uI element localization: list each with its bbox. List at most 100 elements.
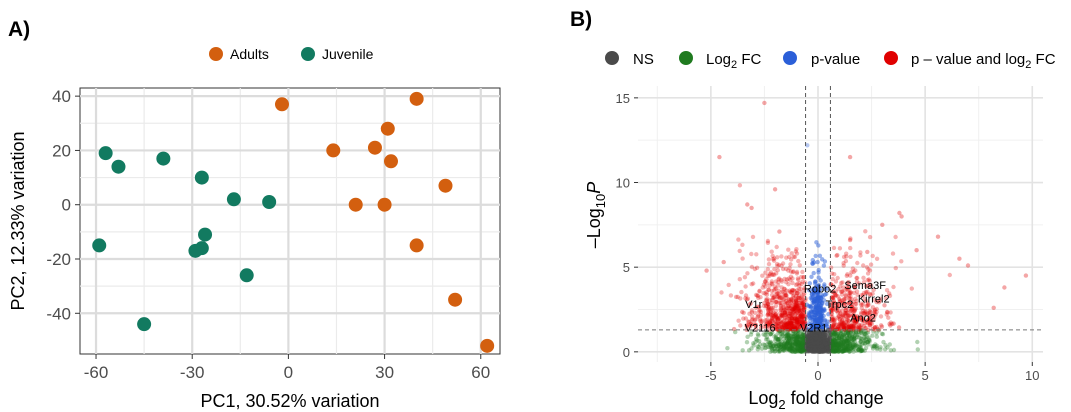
fc-point (800, 346, 805, 351)
fc-point (840, 333, 845, 339)
fc-point (843, 346, 848, 352)
fc-point (799, 331, 805, 337)
sig-fc-point (874, 324, 879, 330)
fc-point (789, 349, 794, 354)
legend-log2fc-swatch (679, 51, 693, 65)
sig-fc-point (789, 322, 794, 327)
y-tick-label: 5 (623, 260, 630, 275)
fc-point (800, 335, 806, 340)
sig-fc-point (795, 325, 800, 330)
fc-point (799, 333, 805, 339)
sig-fc-point (830, 323, 836, 329)
fc-point (799, 349, 804, 354)
fc-point (880, 332, 886, 337)
sig-fc-point (847, 325, 852, 330)
fc-point (795, 332, 800, 337)
sig-fc-point (753, 317, 758, 322)
sig-fc-point (794, 320, 800, 325)
fc-point (836, 340, 841, 345)
fc-point (778, 344, 783, 350)
sig-fc-point (788, 274, 794, 279)
sig-fc-point (765, 240, 771, 245)
fc-point (833, 341, 838, 347)
sig-fc-point (867, 308, 872, 313)
fc-point (851, 346, 857, 351)
fc-point (776, 336, 781, 342)
fc-point (862, 341, 868, 346)
fc-point (858, 343, 863, 348)
fc-point (833, 340, 838, 346)
legend-log2fc-label: Log2 FC (706, 51, 761, 71)
fc-point (850, 333, 856, 338)
fc-point (795, 330, 800, 335)
fc-point (844, 344, 849, 349)
sig-fc-point (789, 317, 795, 322)
fc-point (847, 349, 852, 354)
fc-point (761, 342, 766, 347)
fc-point (843, 339, 849, 344)
fc-point (838, 344, 844, 349)
fc-point (839, 337, 844, 343)
sig-fc-point (768, 308, 773, 313)
fc-point (840, 345, 845, 350)
fc-point (793, 340, 798, 346)
data-point-juvenile (239, 268, 254, 283)
fc-point (792, 348, 797, 353)
fc-point (856, 347, 861, 352)
sig-fc-point (853, 315, 859, 320)
sig-fc-point (766, 261, 772, 267)
fc-point (840, 348, 845, 354)
data-point-adults (377, 197, 392, 212)
sig-fc-point (865, 249, 870, 255)
fc-point (799, 335, 804, 340)
fc-point (840, 344, 845, 349)
fc-point (774, 341, 779, 347)
sig-fc-point (831, 327, 837, 332)
sig-fc-point (774, 244, 779, 250)
sig-fc-point (875, 326, 880, 332)
fc-point (838, 330, 844, 335)
data-point-juvenile (262, 195, 277, 209)
fc-point (843, 336, 848, 342)
fc-point (858, 340, 863, 345)
sig-fc-point (914, 248, 919, 253)
sig-fc-point (765, 300, 770, 306)
ns-point (817, 347, 822, 352)
legend-pvalue-log2fc-swatch (884, 51, 898, 65)
fc-point (845, 330, 850, 335)
fc-point (788, 341, 793, 346)
fc-point (846, 338, 851, 343)
fc-point (798, 344, 803, 349)
fc-point (763, 345, 768, 351)
sig-fc-point (772, 318, 778, 324)
sig-fc-point (764, 296, 770, 302)
fc-point (794, 335, 800, 341)
sig-fc-point (935, 234, 941, 239)
sig-fc-point (782, 276, 787, 282)
sig-fc-point (782, 322, 787, 327)
fc-point (865, 339, 870, 344)
fc-point (839, 349, 844, 354)
fc-point (847, 334, 853, 340)
fc-point (799, 349, 804, 354)
fc-point (888, 348, 894, 353)
fc-point (835, 338, 841, 343)
fc-point (846, 331, 851, 336)
fc-point (839, 334, 845, 339)
sig-fc-point (870, 313, 875, 318)
sig-fc-point (852, 319, 857, 324)
panel-a-grid (80, 88, 500, 354)
sig-fc-point (776, 316, 781, 322)
sig-fc-point (865, 271, 871, 276)
sig-fc-point (786, 323, 791, 328)
sig-fc-point (793, 301, 798, 306)
sig-fc-point (965, 263, 971, 268)
fc-point (799, 344, 804, 349)
fc-point (831, 345, 836, 351)
sig-fc-point (749, 205, 754, 211)
panel-a-legend: Adults Juvenile (209, 46, 374, 62)
fc-point (846, 347, 851, 353)
sig-fc-point (780, 327, 785, 332)
fc-point (766, 340, 771, 345)
sig-fc-point (872, 325, 877, 330)
